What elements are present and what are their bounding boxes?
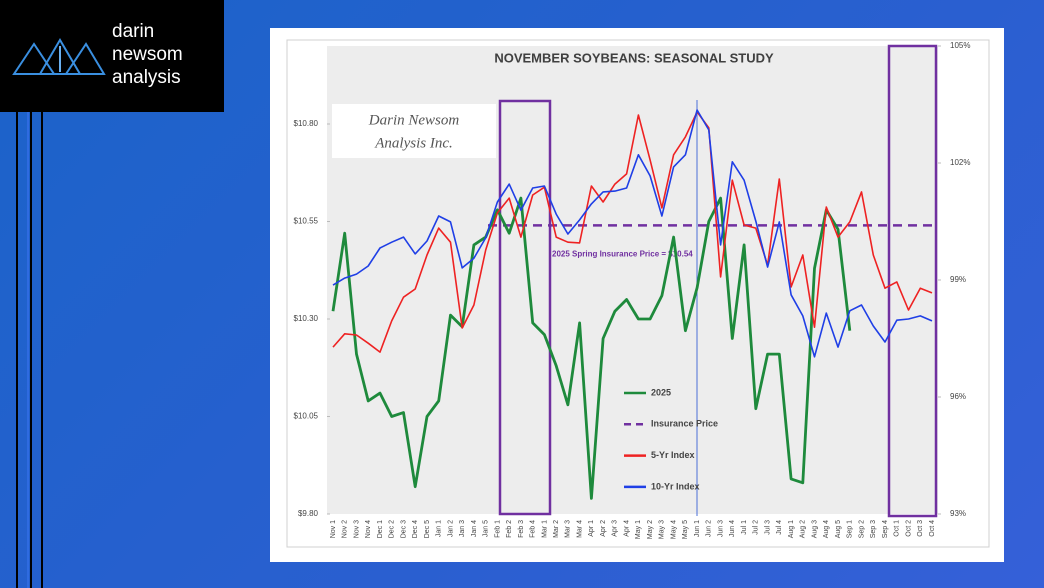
chart-border [286,39,990,548]
x-tick-label: Jul 2 [753,520,760,535]
x-tick-label: Jan 3 [459,520,466,537]
x-tick-label: Oct 1 [894,520,901,537]
x-tick-label: Mar 2 [553,520,560,538]
x-tick-label: Sep 2 [858,520,865,538]
chart: NOVEMBER SOYBEANS: SEASONAL STUDY Darin N… [294,41,971,539]
x-tick-label: May 4 [670,520,677,539]
watermark-box [332,104,496,158]
x-tick-label: Jan 4 [471,520,478,537]
x-tick-label: Feb 3 [518,520,525,538]
reference-annotation: 2025 Spring Insurance Price = $10.54 [552,250,693,259]
x-tick-label: Jan 1 [436,520,443,537]
x-tick-label: Nov 1 [330,520,337,538]
x-tick-label: Aug 2 [800,520,807,538]
y2-tick-label: 99% [950,275,966,284]
x-tick-label: Oct 4 [929,520,936,537]
x-tick-label: Apr 2 [600,520,607,537]
y-tick-label: $10.05 [294,412,319,421]
chart-title: NOVEMBER SOYBEANS: SEASONAL STUDY [494,50,774,65]
y-tick-label: $10.30 [294,314,319,323]
x-tick-label: Jul 1 [741,520,748,535]
x-tick-label: Feb 2 [506,520,513,538]
y2-tick-label: 102% [950,158,970,167]
logo-box [0,0,224,112]
series-line [332,109,933,358]
watermark-text: Analysis Inc. [374,135,452,151]
x-tick-label: Jan 5 [483,520,490,537]
x-tick-label: Apr 1 [588,520,595,537]
x-tick-label: Jun 4 [729,520,736,537]
watermark-text: Darin Newsom [368,112,460,128]
x-tick-label: Dec 3 [400,520,407,538]
x-tick-label: Mar 3 [565,520,572,538]
x-tick-label: Aug 5 [835,520,842,538]
x-tick-label: Aug 1 [788,520,795,538]
x-tick-label: Sep 3 [870,520,877,538]
series-line [331,196,852,500]
logo-line: newsom [112,44,183,65]
x-tick-label: Apr 3 [612,520,619,537]
x-tick-label: Jun 3 [717,520,724,537]
y2-tick-label: 105% [950,41,970,50]
x-tick-label: Nov 2 [342,520,349,538]
x-tick-label: Oct 3 [917,520,924,537]
x-tick-label: Apr 4 [623,520,630,537]
x-tick-label: Nov 3 [353,520,360,538]
x-tick-label: Dec 2 [389,520,396,538]
y2-tick-label: 93% [950,509,966,518]
x-tick-label: May 1 [635,520,642,539]
x-tick-label: Jul 4 [776,520,783,535]
x-tick-label: Sep 4 [882,520,889,538]
y-tick-label: $10.55 [294,217,319,226]
x-tick-label: Sep 1 [847,520,854,538]
x-tick-label: Aug 3 [811,520,818,538]
x-tick-label: Aug 4 [823,520,830,538]
x-tick-label: Nov 4 [365,520,372,538]
logo-line: analysis [112,67,181,88]
x-tick-label: Jun 2 [706,520,713,537]
x-tick-label: Jan 2 [447,520,454,537]
x-tick-label: Feb 1 [494,520,501,538]
highlight-box [498,99,552,516]
legend-label: 10-Yr Index [651,481,700,491]
y-tick-label: $9.80 [298,509,319,518]
x-tick-label: Dec 5 [424,520,431,538]
logo-mark [12,38,106,75]
legend-label: Insurance Price [651,419,718,429]
x-tick-label: May 2 [647,520,654,539]
x-tick-label: Jun 1 [694,520,701,537]
x-tick-label: Feb 4 [530,520,537,538]
x-tick-label: Dec 1 [377,520,384,538]
y-tick-label: $10.80 [294,119,319,128]
x-tick-label: Oct 2 [905,520,912,537]
legend-label: 2025 [651,387,671,397]
x-tick-label: May 5 [682,520,689,539]
x-tick-label: May 3 [659,520,666,539]
x-tick-label: Mar 1 [541,520,548,538]
series-line [332,111,933,353]
y2-tick-label: 96% [950,392,966,401]
x-tick-label: Mar 4 [576,520,583,538]
logo-line: darin [112,21,154,42]
legend-label: 5-Yr Index [651,450,695,460]
x-tick-label: Dec 4 [412,520,419,538]
highlight-box [887,44,938,518]
x-tick-label: Jul 3 [764,520,771,535]
